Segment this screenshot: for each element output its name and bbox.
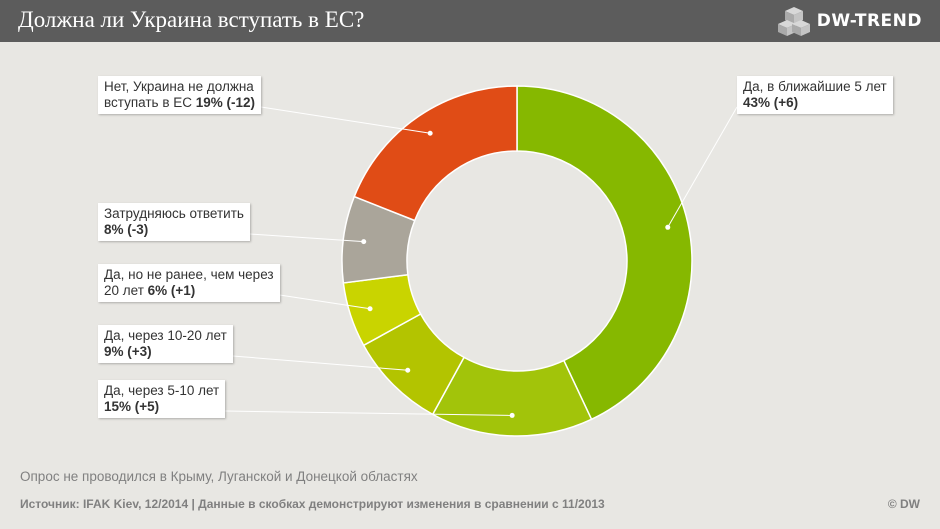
chart-title: Должна ли Украина вступать в ЕС? — [18, 7, 365, 32]
label-hard-to-answer: Затрудняюсь ответить 8% (-3) — [98, 203, 250, 241]
label-yes-not-before-20-years: Да, но не ранее, чем через 20 лет 6% (+1… — [98, 264, 280, 302]
donut-slices — [341, 85, 693, 437]
source-text: Источник: IFAK Kiev, 12/2014 | Данные в … — [20, 497, 605, 511]
leader-dot-yes-in-10-20-years — [405, 367, 411, 373]
label-category-cont: 20 лет — [104, 283, 148, 298]
leader-lines — [225, 106, 738, 418]
header-bar: Должна ли Украина вступать в ЕС? DW-TREN… — [0, 0, 940, 42]
leader-line-yes-within-5-years — [667, 106, 738, 228]
label-value: 9% (+3) — [104, 344, 152, 359]
leader-line-yes-in-10-20-years — [232, 355, 408, 371]
leader-line-yes-in-5-10-years — [225, 410, 513, 416]
label-yes-in-10-20-years: Да, через 10-20 лет 9% (+3) — [98, 325, 233, 363]
copyright: © DW — [887, 497, 920, 511]
label-no-should-not-join: Нет, Украина не должна вступать в ЕС 19%… — [98, 76, 262, 114]
leader-dot-yes-not-before-20-years — [367, 306, 373, 312]
leader-line-no-should-not-join — [260, 106, 431, 134]
slice-no-should-not-join — [353, 85, 518, 222]
leader-dot-yes-in-5-10-years — [509, 412, 515, 418]
label-category: Да, через 5-10 лет — [104, 383, 220, 398]
logo-text: DW-TREND — [816, 11, 922, 31]
label-category: Нет, Украина не должна — [104, 79, 254, 94]
label-category: Да, в ближайшие 5 лет — [743, 79, 887, 94]
label-yes-within-5-years: Да, в ближайшие 5 лет 43% (+6) — [737, 76, 893, 114]
leader-dot-no-should-not-join — [427, 130, 433, 136]
leader-dot-yes-within-5-years — [665, 224, 671, 230]
label-value: 8% (-3) — [104, 222, 149, 237]
label-value: 43% (+6) — [743, 95, 799, 110]
survey-note: Опрос не проводился в Крыму, Луганской и… — [20, 469, 418, 484]
label-category-cont: вступать в ЕС — [104, 95, 196, 110]
label-value: 19% (-12) — [195, 95, 256, 110]
dw-trend-logo: DW-TREND — [777, 5, 922, 37]
label-category: Да, но не ранее, чем через — [104, 267, 274, 282]
cubes-icon — [777, 7, 810, 36]
label-value: 6% (+1) — [147, 283, 196, 298]
slice-yes-within-5-years — [516, 85, 693, 421]
leader-line-yes-not-before-20-years — [279, 294, 371, 310]
label-category: Да, через 10-20 лет — [104, 328, 227, 343]
leader-line-hard-to-answer — [249, 233, 364, 243]
leader-dot-hard-to-answer — [361, 239, 367, 245]
label-category: Затрудняюсь ответить — [104, 206, 244, 221]
label-yes-in-5-10-years: Да, через 5-10 лет 15% (+5) — [98, 380, 226, 418]
label-value: 15% (+5) — [104, 399, 160, 414]
